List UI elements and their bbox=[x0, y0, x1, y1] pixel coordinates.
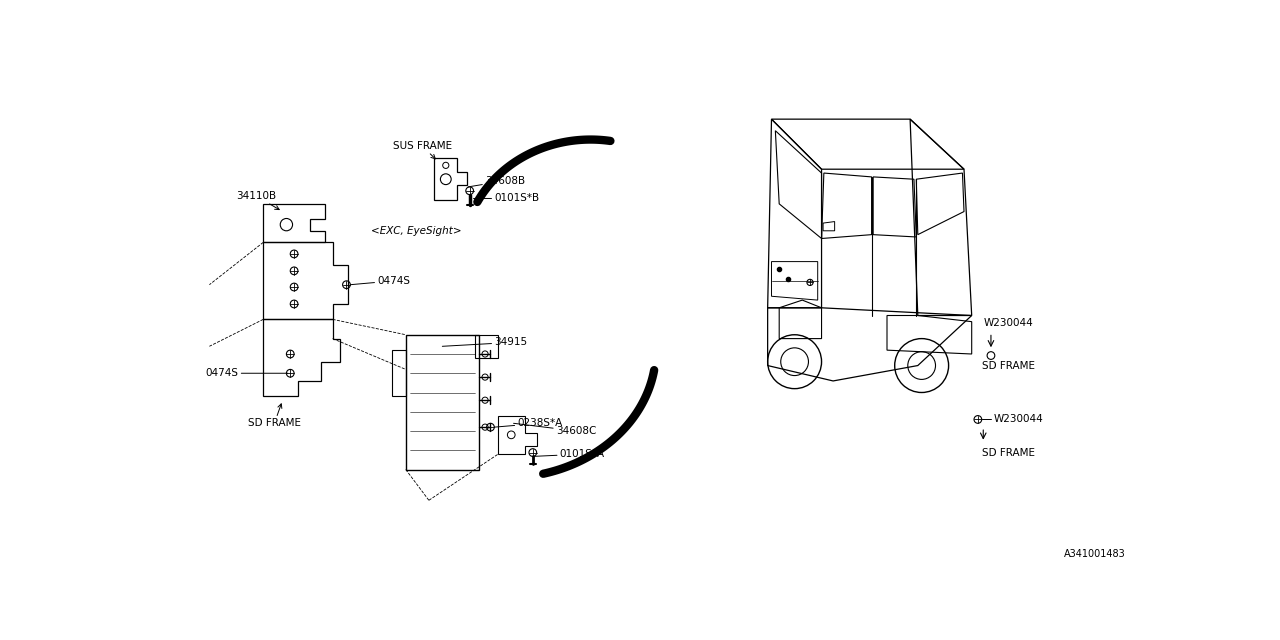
Text: 0474S: 0474S bbox=[351, 276, 411, 286]
Text: SD FRAME: SD FRAME bbox=[248, 404, 301, 428]
Text: SUS FRAME: SUS FRAME bbox=[393, 141, 452, 159]
Text: 0101S*A: 0101S*A bbox=[532, 449, 605, 459]
Text: SD FRAME: SD FRAME bbox=[982, 360, 1034, 371]
Text: 34110B: 34110B bbox=[237, 191, 279, 209]
Text: 34608C: 34608C bbox=[513, 423, 596, 436]
Text: 0238S*A: 0238S*A bbox=[494, 419, 563, 428]
Text: W230044: W230044 bbox=[983, 318, 1033, 328]
Text: 0474S: 0474S bbox=[206, 368, 288, 378]
Text: W230044: W230044 bbox=[993, 415, 1043, 424]
Text: <EXC, EyeSight>: <EXC, EyeSight> bbox=[371, 226, 462, 236]
Text: 34915: 34915 bbox=[443, 337, 527, 348]
Text: 34608B: 34608B bbox=[468, 176, 525, 187]
Text: A341001483: A341001483 bbox=[1064, 549, 1125, 559]
Text: SD FRAME: SD FRAME bbox=[982, 447, 1034, 458]
Text: 0101S*B: 0101S*B bbox=[474, 193, 539, 204]
